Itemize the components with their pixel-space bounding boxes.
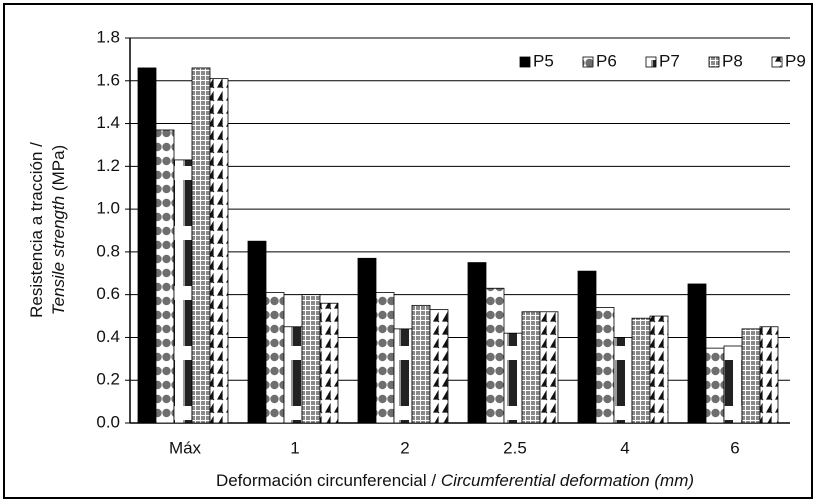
bar xyxy=(209,78,229,424)
legend-swatch xyxy=(582,56,594,68)
legend-label: P6 xyxy=(596,51,617,70)
bar xyxy=(577,270,597,424)
y-label-unit: (MPa) xyxy=(49,145,68,191)
bar xyxy=(467,262,487,424)
bar xyxy=(191,67,211,424)
bar xyxy=(631,317,651,424)
bar xyxy=(503,332,523,424)
x-tick-label: 2.5 xyxy=(503,438,527,457)
y-tick-label: 1.8 xyxy=(96,27,120,46)
legend-swatch xyxy=(645,56,657,68)
legend-swatch xyxy=(708,56,720,68)
legend-label: P9 xyxy=(785,51,806,70)
y-tick-label: 0.8 xyxy=(96,241,120,260)
bar xyxy=(539,311,559,424)
bar xyxy=(521,311,541,424)
legend-swatch xyxy=(519,56,531,68)
bar xyxy=(137,67,157,424)
bar xyxy=(595,307,615,424)
bar xyxy=(375,292,395,424)
bar xyxy=(265,292,285,424)
bar xyxy=(173,159,193,424)
x-label-part: Deformación circunferencial / xyxy=(216,471,436,490)
bar xyxy=(411,304,431,424)
y-label-italic: Tensile strength xyxy=(49,196,68,315)
bar xyxy=(155,129,175,424)
x-tick-label: Máx xyxy=(169,438,202,457)
x-tick-label: 4 xyxy=(620,438,629,457)
x-axis-label: Deformación circunferencial / Circumfere… xyxy=(216,471,694,490)
bar xyxy=(759,326,779,424)
x-label-italic: Circumferential deformation (mm) xyxy=(441,471,694,490)
bar xyxy=(687,283,707,424)
bar xyxy=(247,240,267,424)
legend-label: P7 xyxy=(659,51,680,70)
y-tick-label: 1.4 xyxy=(96,113,120,132)
y-tick-label: 0.4 xyxy=(96,327,120,346)
y-axis-label: Tensile strength (MPa) xyxy=(49,145,68,315)
bar xyxy=(649,315,669,424)
y-tick-label: 1.2 xyxy=(96,156,120,175)
legend-label: P5 xyxy=(533,51,554,70)
y-tick-label: 0.2 xyxy=(96,370,120,389)
legend-label: P8 xyxy=(722,51,743,70)
bar xyxy=(357,257,377,424)
y-tick-label: 1.0 xyxy=(96,199,120,218)
y-label-line: Resistencia a tracción / xyxy=(27,142,46,318)
bar xyxy=(485,287,505,424)
y-tick-label: 1.6 xyxy=(96,70,120,89)
bar xyxy=(301,294,321,424)
bar xyxy=(613,337,633,424)
y-tick-label: 0.6 xyxy=(96,284,120,303)
bar xyxy=(723,345,743,424)
bar xyxy=(283,326,303,424)
frame xyxy=(3,3,813,499)
x-tick-label: 6 xyxy=(730,438,739,457)
x-tick-label: 1 xyxy=(290,438,299,457)
x-tick-label: 2 xyxy=(400,438,409,457)
bar xyxy=(319,302,339,424)
y-axis-label: Resistencia a tracción / xyxy=(27,142,46,318)
bar xyxy=(705,347,725,424)
y-tick-label: 0.0 xyxy=(96,412,120,431)
legend-swatch xyxy=(771,56,783,68)
bar xyxy=(741,328,761,424)
bar xyxy=(393,328,413,424)
bar xyxy=(429,309,449,424)
